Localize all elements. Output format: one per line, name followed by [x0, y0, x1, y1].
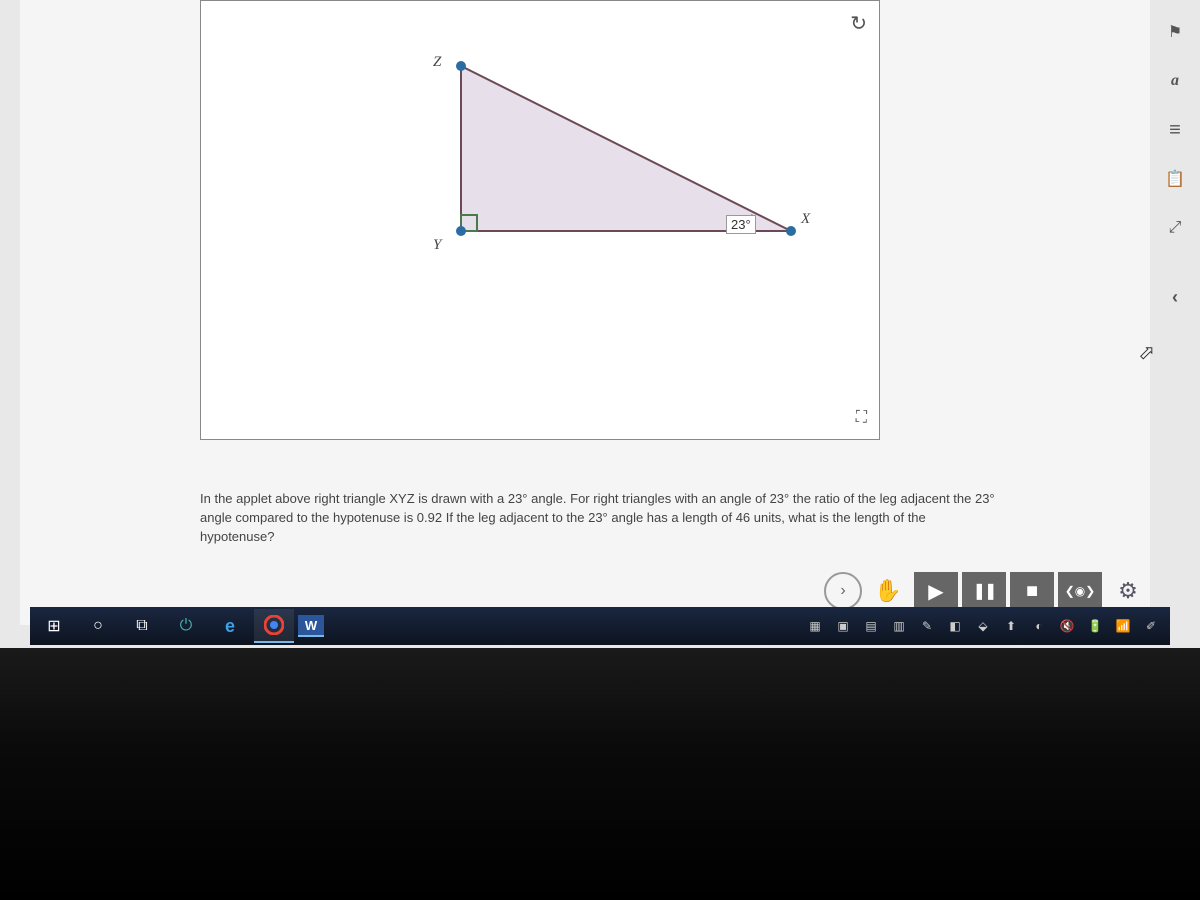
touch-mode-button[interactable]: ✋ [866, 572, 910, 610]
tray-icon-10[interactable]: 🔋 [1086, 617, 1104, 635]
chrome-button[interactable] [254, 609, 294, 643]
tray-icon-3[interactable]: ▥ [890, 617, 908, 635]
task-view-button[interactable]: ⧉ [122, 609, 162, 643]
right-toolbar: ⚑ a ≡ 📋 ⤢ ‹ [1150, 0, 1200, 625]
start-button[interactable]: ⊞ [34, 609, 74, 643]
play-button[interactable]: ▶ [914, 572, 958, 610]
list-icon[interactable]: ≡ [1163, 118, 1187, 142]
tray-icon-5[interactable]: ◧ [946, 617, 964, 635]
geometry-applet-frame: Z Y X 23° ↻ ⛶ [200, 0, 880, 440]
settings-button[interactable]: ⚙ [1106, 572, 1150, 610]
audio-button[interactable]: ❮◉❯ [1058, 572, 1102, 610]
media-controls: › ✋ ▶ ❚❚ ■ ❮◉❯ ⚙ [824, 572, 1150, 610]
expand-icon[interactable]: ⤢ [1163, 216, 1187, 240]
cortana-button[interactable]: ○ [78, 609, 118, 643]
clipboard-icon[interactable]: 📋 [1163, 167, 1187, 191]
taskbar-left: ⊞ ○ ⧉ ⏻ e W [30, 609, 324, 643]
triangle-diagram [201, 1, 881, 441]
question-text: In the applet above right triangle XYZ i… [200, 490, 1000, 547]
refresh-icon[interactable]: ↻ [850, 11, 867, 36]
tray-icon-4[interactable]: ✎ [918, 617, 936, 635]
cursor-icon: ⬀ [1138, 340, 1155, 365]
vertex-label-x: X [801, 211, 810, 228]
tray-icon-1[interactable]: ▣ [834, 617, 852, 635]
tray-icon-2[interactable]: ▤ [862, 617, 880, 635]
windows-taskbar: ⊞ ○ ⧉ ⏻ e W ▦ ▣ ▤ ▥ ✎ ◧ ⬙ ⬆ ◐ 🔇 🔋 📶 ✐ [30, 607, 1170, 645]
flag-icon[interactable]: ⚑ [1163, 20, 1187, 44]
collapse-icon[interactable]: ‹ [1163, 285, 1187, 309]
tray-icon-7[interactable]: ⬆ [1002, 617, 1020, 635]
stop-button[interactable]: ■ [1010, 572, 1054, 610]
hint-button[interactable]: › [824, 572, 862, 610]
edge-button[interactable]: e [210, 609, 250, 643]
text-tool-icon[interactable]: a [1163, 69, 1187, 93]
tray-icon-0[interactable]: ▦ [806, 617, 824, 635]
vertex-label-y: Y [433, 237, 441, 254]
system-tray: ▦ ▣ ▤ ▥ ✎ ◧ ⬙ ⬆ ◐ 🔇 🔋 📶 ✐ [806, 617, 1170, 635]
monitor-bezel [0, 648, 1200, 900]
pause-button[interactable]: ❚❚ [962, 572, 1006, 610]
lesson-content-area: Z Y X 23° ↻ ⛶ In the applet above right … [20, 0, 1150, 625]
vertex-label-z: Z [433, 54, 441, 71]
word-button[interactable]: W [298, 615, 324, 637]
tray-icon-6[interactable]: ⬙ [974, 617, 992, 635]
tray-icon-8[interactable]: ◐ [1030, 617, 1048, 635]
tray-icon-9[interactable]: 🔇 [1058, 617, 1076, 635]
tray-icon-12[interactable]: ✐ [1142, 617, 1160, 635]
tray-icon-11[interactable]: 📶 [1114, 617, 1132, 635]
power-button[interactable]: ⏻ [166, 609, 206, 643]
applet-canvas[interactable]: Z Y X 23° ↻ ⛶ [201, 1, 879, 439]
fullscreen-icon[interactable]: ⛶ [856, 409, 867, 427]
angle-label-23: 23° [726, 215, 756, 234]
